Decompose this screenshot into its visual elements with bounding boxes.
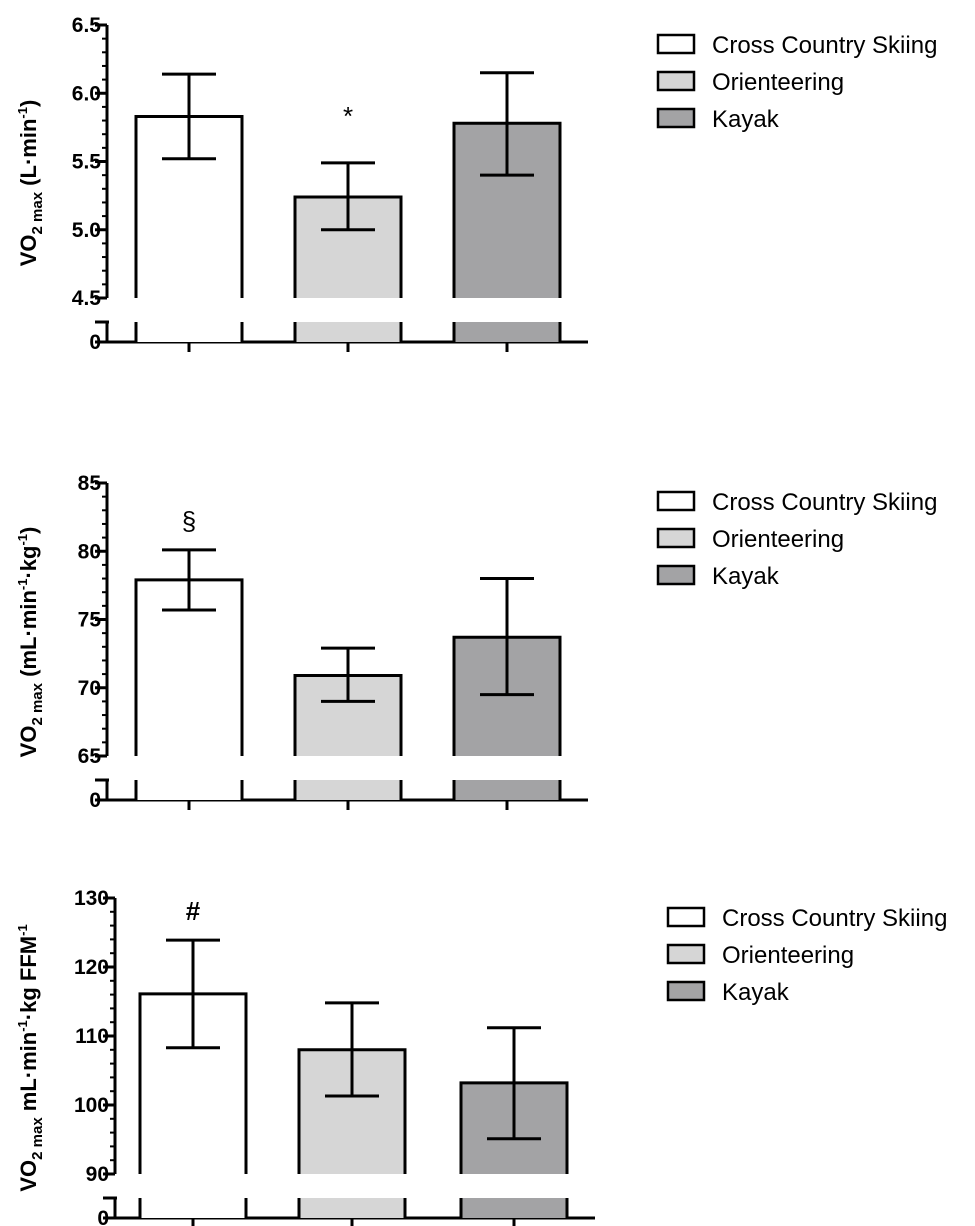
- label-unit-end: ): [16, 527, 41, 534]
- label-unit-end: ): [16, 100, 41, 107]
- y-tick-label: 5.0: [72, 219, 101, 242]
- label-main: VO: [16, 1160, 41, 1192]
- legend-label: Kayak: [722, 979, 790, 1006]
- label-unit-mid: ·kg FFM: [16, 936, 41, 1020]
- bar-stub: [295, 322, 401, 342]
- y-tick-label: 65: [78, 745, 102, 768]
- y-tick-label: 6.0: [72, 82, 101, 105]
- label-unit-mid: ·kg: [16, 546, 41, 579]
- legend-swatch: [656, 70, 696, 92]
- label-main: VO: [16, 234, 41, 266]
- significance-label: §: [182, 506, 196, 536]
- legend-swatch: [656, 564, 696, 586]
- legend-swatch: [666, 943, 706, 965]
- bar-stub: [461, 1198, 567, 1218]
- label-subscript: 2 max: [29, 1117, 46, 1160]
- y-tick-label: 110: [75, 1025, 109, 1048]
- y-tick-label: 0: [89, 331, 101, 354]
- y-tick-label: 100: [74, 1094, 109, 1117]
- label-main: VO: [16, 726, 41, 758]
- legend-label: Cross Country Skiing: [712, 489, 937, 516]
- legend-label: Cross Country Skiing: [722, 905, 947, 932]
- legend: Cross Country Skiing Orienteering Kayak: [656, 489, 937, 590]
- bar-stub: [295, 780, 401, 800]
- label-unit: mL·min: [16, 1032, 41, 1118]
- legend-label: Cross Country Skiing: [712, 32, 937, 59]
- legend-swatch: [656, 527, 696, 549]
- label-superscript-2: -1: [15, 534, 30, 546]
- legend-swatch: [656, 33, 696, 55]
- y-axis-label: VO2 max (mL·min-1·kg-1): [15, 527, 46, 758]
- y-tick-label: 90: [86, 1163, 109, 1186]
- label-superscript-2: -1: [15, 924, 30, 936]
- y-tick-label: 6.5: [72, 14, 102, 37]
- y-tick-label: 70: [78, 677, 101, 700]
- bar-stub: [454, 322, 560, 342]
- y-tick-label: 5.5: [72, 151, 102, 174]
- legend: Cross Country Skiing Orienteering Kayak: [666, 905, 947, 1006]
- bar-stub: [136, 780, 242, 800]
- label-superscript: -1: [15, 1020, 30, 1032]
- y-tick-label: 0: [89, 789, 101, 812]
- bar-stub: [140, 1198, 246, 1218]
- bar-stub: [136, 322, 242, 342]
- y-tick-label: 4.5: [72, 287, 102, 310]
- legend-label: Orienteering: [712, 526, 844, 553]
- significance-label: #: [186, 896, 201, 926]
- y-tick-label: 85: [78, 472, 102, 495]
- legend-label: Kayak: [712, 106, 780, 133]
- y-axis-label: VO2 max mL·min-1·kg FFM-1: [15, 924, 46, 1191]
- label-subscript: 2 max: [29, 682, 46, 725]
- y-tick-label: 75: [78, 609, 102, 632]
- significance-label: *: [343, 101, 353, 131]
- legend-swatch: [656, 490, 696, 512]
- chart-panel-1: 0 4.5 5.0 5.5 6.0 6.5 * VO2 max (L·min-1) Cross …: [15, 14, 937, 354]
- y-tick-label: 80: [78, 540, 101, 563]
- legend-swatch: [666, 906, 706, 928]
- legend: Cross Country Skiing Orienteering Kayak: [656, 32, 937, 133]
- legend-label: Orienteering: [722, 942, 854, 969]
- legend-label: Orienteering: [712, 69, 844, 96]
- legend-swatch: [666, 980, 706, 1002]
- label-superscript: -1: [15, 579, 30, 591]
- bar-stub: [454, 780, 560, 800]
- y-axis-label: VO2 max (L·min-1): [15, 100, 46, 267]
- label-unit: (L·min: [16, 119, 41, 192]
- legend-swatch: [656, 107, 696, 129]
- label-subscript: 2 max: [29, 191, 46, 234]
- y-tick-label: 120: [74, 956, 109, 979]
- legend-label: Kayak: [712, 563, 780, 590]
- label-unit: (mL·min: [16, 590, 41, 683]
- bar-stub: [299, 1198, 405, 1218]
- y-tick-label: 0: [97, 1207, 109, 1226]
- label-superscript: -1: [15, 107, 30, 119]
- y-tick-label: 130: [74, 887, 109, 910]
